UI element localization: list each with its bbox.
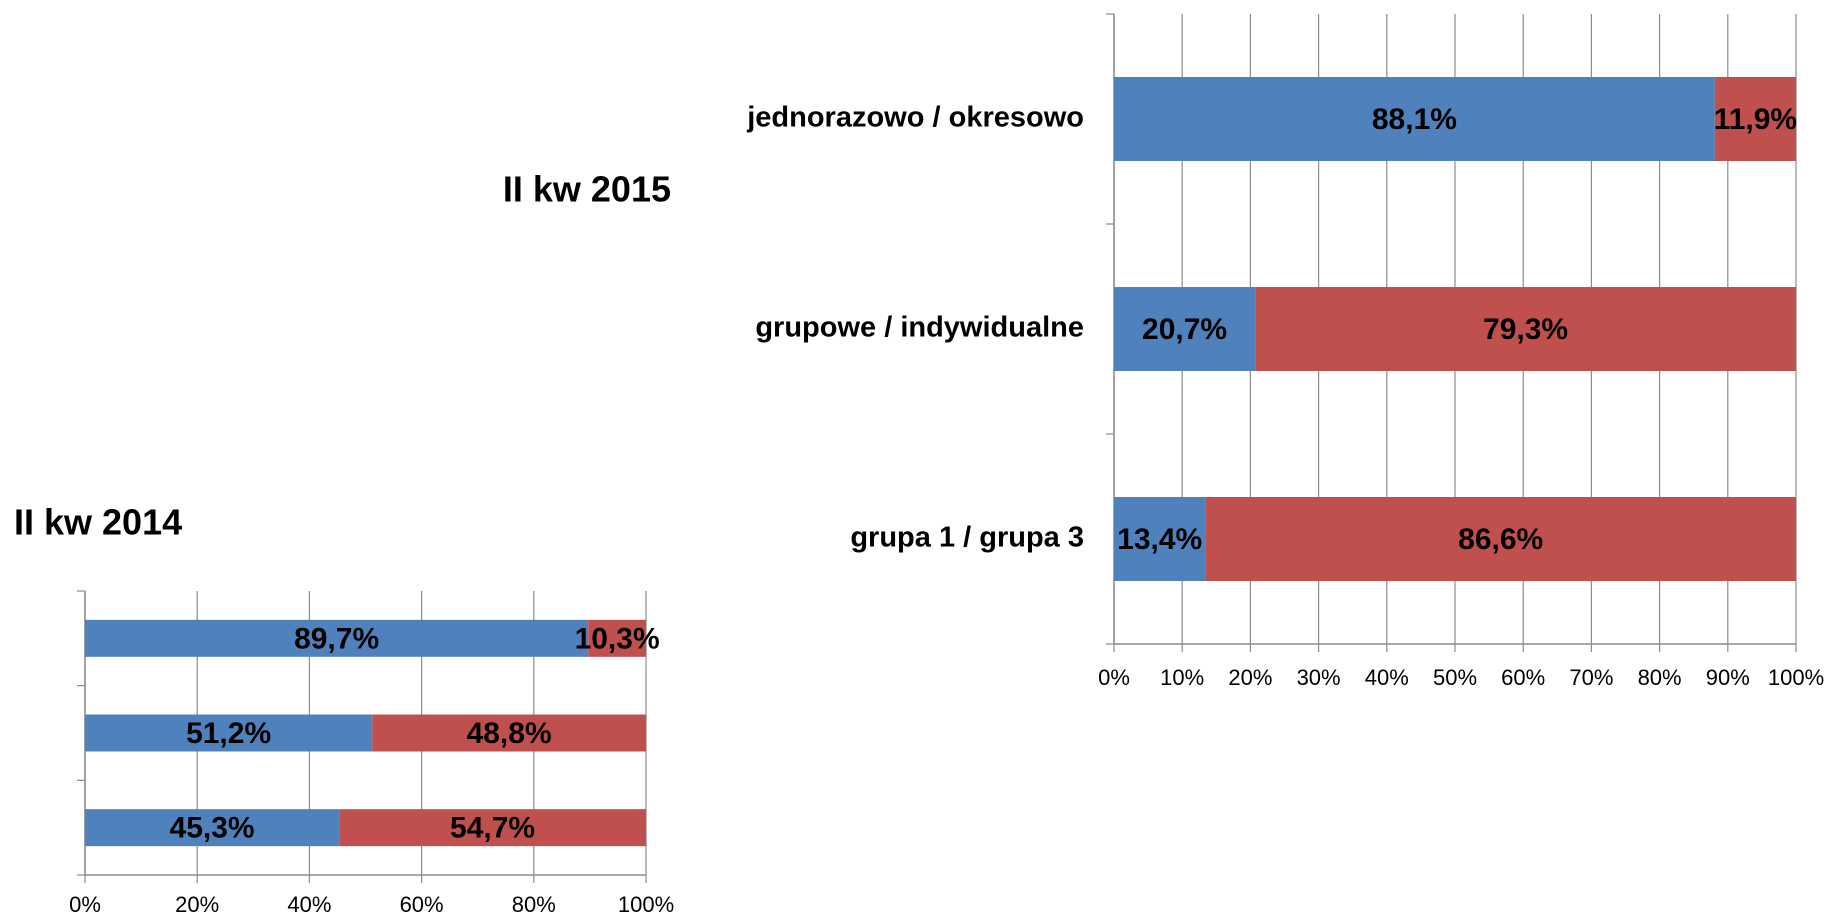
data-label: 13,4% [1117,523,1202,556]
category-label: grupa 1 / grupa 3 [850,522,1084,554]
x-tick-label: 80% [512,892,556,917]
bar-segment [1714,77,1796,161]
x-tick-label: 40% [287,892,331,917]
data-label: 88,1% [1372,103,1457,136]
bar-segment [1114,287,1256,371]
x-tick-label: 40% [1365,665,1409,690]
data-label: 11,9% [1714,103,1797,136]
category-label: grupowe / indywidualne [755,312,1084,344]
x-tick-label: 20% [1228,665,1272,690]
data-label: 89,7% [294,622,379,655]
bar-segment [1114,497,1206,581]
bar-segment [85,714,373,752]
data-label: 48,8% [467,717,552,750]
x-tick-label: 0% [1098,665,1130,690]
chart-title: II kw 2014 [14,502,182,543]
bar-segment [339,809,646,847]
x-tick-label: 70% [1569,665,1613,690]
x-tick-label: 80% [1638,665,1682,690]
x-tick-label: 100% [618,892,674,917]
x-tick-label: 100% [1768,665,1824,690]
bar-segment [588,619,646,657]
bar-segment [85,809,340,847]
x-tick-label: 50% [1433,665,1477,690]
bar-segment [372,714,646,752]
x-tick-label: 30% [1297,665,1341,690]
x-tick-label: 90% [1706,665,1750,690]
data-label: 20,7% [1142,313,1227,346]
x-tick-label: 10% [1160,665,1204,690]
bar-segment [1114,77,1715,161]
x-tick-label: 60% [400,892,444,917]
x-tick-label: 0% [69,892,101,917]
data-label: 51,2% [186,717,271,750]
bar-segment [85,619,589,657]
category-label: jednorazowo / okresowo [746,102,1084,134]
x-tick-label: 60% [1501,665,1545,690]
bar-segment [1205,497,1796,581]
data-label: 54,7% [450,812,535,845]
data-label: 86,6% [1458,523,1543,556]
data-label: 79,3% [1483,313,1568,346]
bar-segment [1255,287,1796,371]
x-tick-label: 20% [175,892,219,917]
data-label: 45,3% [170,812,255,845]
data-label: 10,3% [575,622,660,655]
chart-title: II kw 2015 [503,169,671,210]
